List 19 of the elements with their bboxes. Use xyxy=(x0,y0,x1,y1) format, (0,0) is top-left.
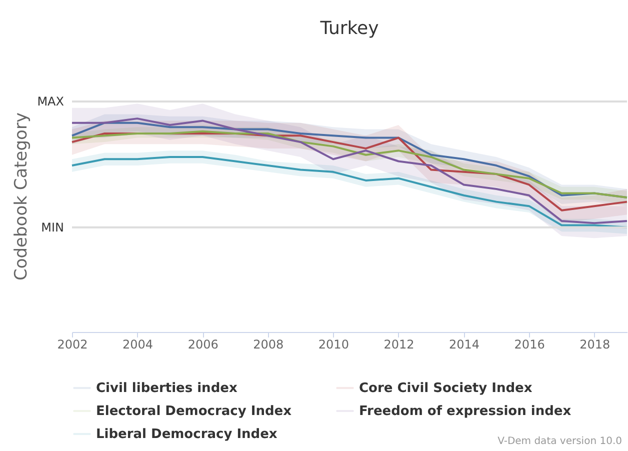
x-tick-label: 2004 xyxy=(122,338,154,352)
x-tick-label: 2002 xyxy=(57,338,88,352)
x-tick-label: 2006 xyxy=(188,338,218,352)
legend-label: Freedom of expression index xyxy=(359,404,572,419)
text: V-Dem data version 10.0 xyxy=(498,436,622,447)
legend-label: Core Civil Society Index xyxy=(359,381,533,396)
ref-line-label: MAX xyxy=(37,94,64,108)
x-tick-label: 2008 xyxy=(253,338,284,352)
legend-label: Electoral Democracy Index xyxy=(96,404,292,419)
x-tick-label: 2014 xyxy=(448,338,480,352)
x-tick-label: 2016 xyxy=(514,338,545,352)
chart-title: Turkey xyxy=(319,18,380,39)
legend-label: Civil liberties index xyxy=(96,381,238,396)
x-tick-label: 2010 xyxy=(318,338,349,352)
x-tick-label: 2018 xyxy=(580,338,610,352)
y-axis-title: Codebook Category xyxy=(12,112,32,281)
x-tick-label: 2012 xyxy=(384,338,414,352)
ref-line-label: MIN xyxy=(41,220,64,234)
legend-label: Liberal Democracy Index xyxy=(96,427,278,442)
